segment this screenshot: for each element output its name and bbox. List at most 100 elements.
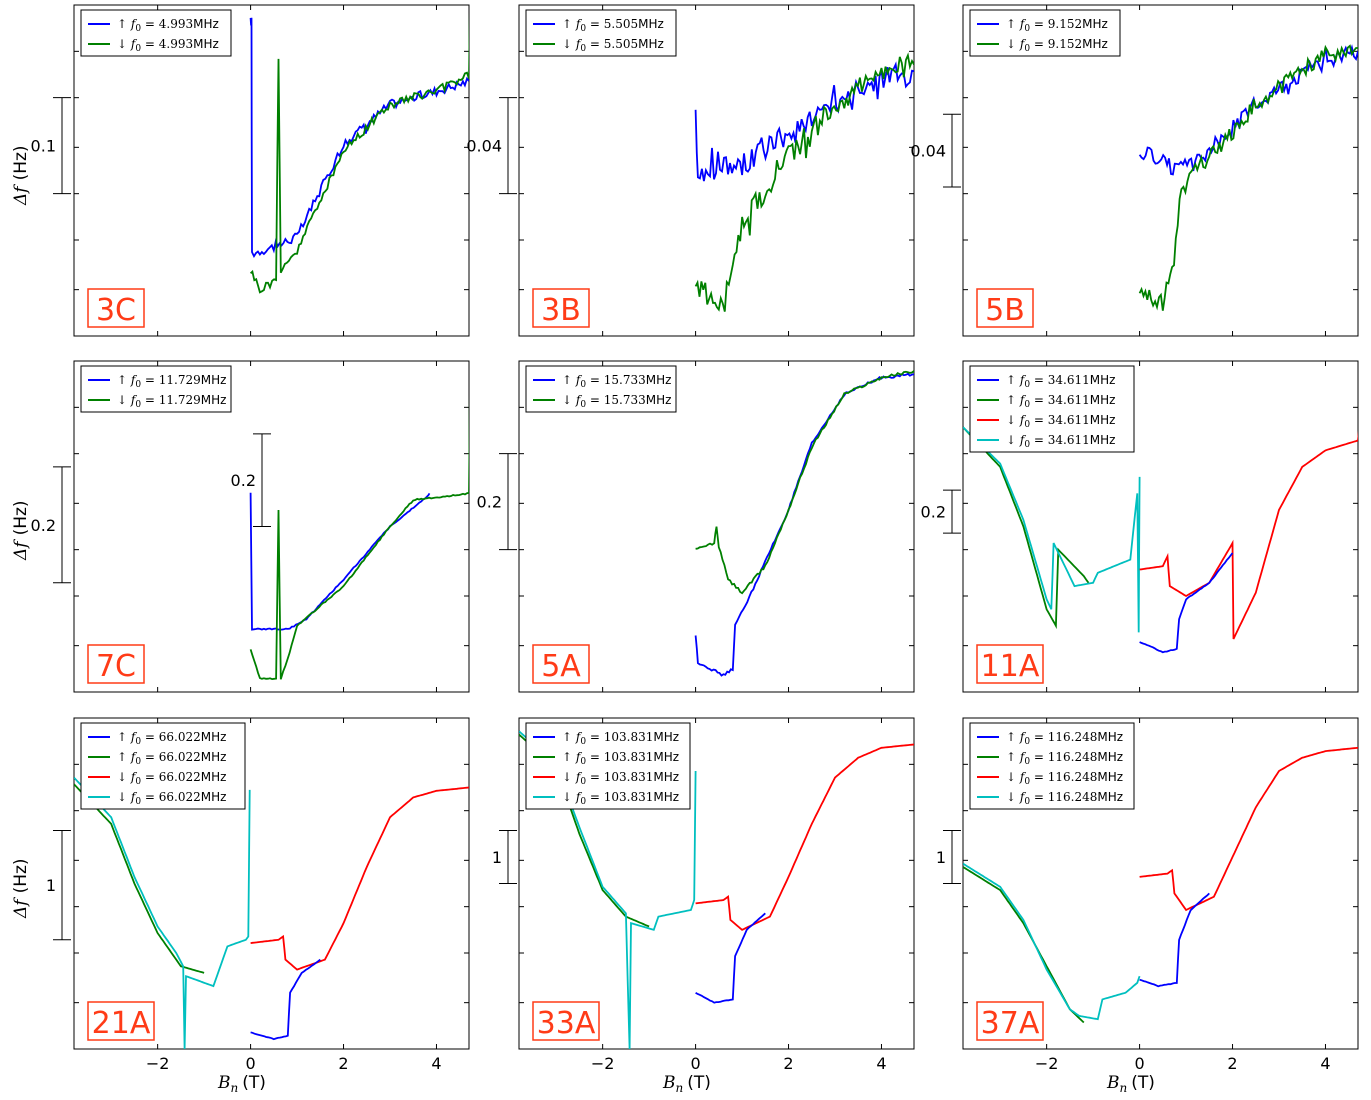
series-group: [1138, 44, 1358, 311]
legend: ↑ f0 = 15.733MHz ↓ f0 = 15.733MHz: [525, 365, 677, 413]
panel-tag-11A: 11A: [976, 644, 1044, 684]
series-line: [963, 426, 1141, 633]
legend-entry: ↓ f0 = 9.152MHz: [1006, 37, 1108, 54]
series-line: [249, 492, 431, 631]
series-line: [694, 61, 914, 182]
legend-entry: ↑ f0 = 116.248MHz: [1006, 730, 1123, 747]
x-tick-label: −2: [591, 1054, 615, 1073]
panel-frame: [518, 717, 915, 1050]
tag-box: [976, 288, 1034, 328]
x-tick-label: −2: [146, 1054, 170, 1073]
series-line: [1139, 552, 1234, 654]
x-axis-label-2: Bn (T): [662, 1073, 711, 1095]
legend-entry: ↓ f0 = 34.611MHz: [1006, 433, 1115, 450]
panel-11A: 0.2 ↑ f0 = 34.611MHz ↑ f0 = 34.611MHz ↓ f0 …: [921, 360, 1359, 693]
series-line: [250, 786, 469, 971]
series-line: [74, 776, 251, 1049]
legend-box: [969, 9, 1121, 57]
legend-entry: ↓ f0 = 15.733MHz: [562, 393, 671, 410]
scale-bar-label: 0.2: [921, 503, 946, 522]
panel-frame: [73, 360, 470, 693]
legend-entry: ↑ f0 = 4.993MHz: [117, 17, 219, 34]
panel-3B: 0.04 ↑ f0 = 5.505MHz ↓ f0 = 5.505MHz 3B: [466, 4, 915, 337]
panel-frame: [962, 4, 1359, 337]
legend-entry: ↓ f0 = 4.993MHz: [117, 37, 219, 54]
legend-box: [525, 9, 677, 57]
legend-entry: ↓ f0 = 116.248MHz: [1006, 770, 1123, 787]
legend-entry: ↓ f0 = 34.611MHz: [1006, 413, 1115, 430]
legend-entry: ↑ f0 = 66.022MHz: [117, 750, 226, 767]
series-line: [695, 370, 914, 595]
legend: ↑ f0 = 66.022MHz ↑ f0 = 66.022MHz ↓ f0 = 6…: [80, 722, 246, 810]
panel-37A: −2 0 2 41↑ f0 = 116.248MHz↑ f0 = 116.248MHz…: [936, 717, 1359, 1073]
legend: ↑ f0 = 4.993MHz ↓ f0 = 4.993MHz: [80, 9, 232, 57]
legend-entry: ↑ f0 = 9.152MHz: [1006, 17, 1108, 34]
series-line: [1139, 892, 1210, 988]
series-line: [963, 866, 1085, 1024]
tag-box: [532, 288, 590, 328]
tag-label: 7C: [96, 649, 136, 684]
x-tick-label: 4: [1320, 1054, 1330, 1073]
series-line: [963, 862, 1141, 1021]
series-group: [249, 394, 469, 681]
scale-bar-label: 0.04: [466, 137, 502, 156]
legend-box: [80, 9, 232, 57]
panel-tag-21A: 21A: [87, 1001, 155, 1041]
series-group: [963, 426, 1358, 654]
x-tick-label: 2: [1227, 1054, 1237, 1073]
series-group: [694, 370, 914, 677]
series-line: [1138, 44, 1358, 311]
scale-bar-label: 1: [492, 848, 502, 867]
tag-box: [532, 1001, 600, 1041]
tag-box: [87, 288, 145, 328]
series-line: [694, 52, 914, 312]
panel-7C: 0.2 0.2 ↑ f0 = 11.729MHz ↓ f0 = 11.729MHz 7C: [31, 360, 470, 693]
legend: ↑ f0 = 11.729MHz ↓ f0 = 11.729MHz: [80, 365, 232, 413]
panel-33A: −2 0 2 41↑ f0 = 103.831MHz↑ f0 = 103.831MHz…: [492, 717, 915, 1073]
panel-tag-33A: 33A: [532, 1001, 600, 1041]
legend-box: [80, 365, 232, 413]
series-line: [695, 912, 766, 1004]
panel-frame: [73, 4, 470, 337]
x-tick-label: −2: [1035, 1054, 1059, 1073]
panel-tag-3B: 3B: [532, 288, 590, 328]
series-line: [695, 743, 914, 931]
y-axis-label-2: Δf(Hz): [11, 500, 31, 561]
panel-3C: 0.1 ↑ f0 = 4.993MHz ↓ f0 = 4.993MHz 3C: [31, 4, 470, 337]
legend-entry: ↑ f0 = 103.831MHz: [562, 750, 679, 767]
legend-entry: ↓ f0 = 103.831MHz: [562, 770, 679, 787]
legend-entry: ↓ f0 = 103.831MHz: [562, 790, 679, 807]
tag-box: [87, 644, 145, 684]
series-group: [963, 746, 1358, 1024]
legend-entry: ↑ f0 = 116.248MHz: [1006, 750, 1123, 767]
x-tick-label: 2: [338, 1054, 348, 1073]
series-line: [1139, 746, 1358, 912]
panel-tag-7C: 7C: [87, 644, 145, 684]
series-group: [249, 11, 469, 294]
legend-entry: ↓ f0 = 66.022MHz: [117, 790, 226, 807]
legend: ↑ f0 = 103.831MHz ↑ f0 = 103.831MHz ↓ f0 =…: [525, 722, 691, 810]
series-line: [74, 783, 205, 974]
tag-label: 37A: [981, 1006, 1040, 1041]
scale-bar-label: 0.04: [910, 142, 946, 161]
tag-label: 33A: [537, 1006, 596, 1041]
x-tick-label: 4: [431, 1054, 441, 1073]
tag-label: 11A: [981, 649, 1040, 684]
tag-label: 21A: [92, 1006, 151, 1041]
panel-tag-37A: 37A: [976, 1001, 1044, 1041]
scale-bar-label: 0.2: [31, 516, 56, 535]
legend-entry: ↓ f0 = 116.248MHz: [1006, 790, 1123, 807]
legend-entry: ↓ f0 = 11.729MHz: [117, 393, 226, 410]
panels-group: 0.1 ↑ f0 = 4.993MHz ↓ f0 = 4.993MHz 3C 0.04 ↑…: [31, 4, 1359, 1073]
series-line: [249, 394, 469, 681]
x-axis-label-3: Bn (T): [1106, 1073, 1155, 1095]
legend-entry: ↑ f0 = 34.611MHz: [1006, 393, 1115, 410]
panel-frame: [73, 717, 470, 1050]
legend: ↑ f0 = 34.611MHz ↑ f0 = 34.611MHz ↓ f0 = 3…: [969, 365, 1135, 453]
scale-bar-label: 0.2: [477, 493, 502, 512]
legend-entry: ↑ f0 = 5.505MHz: [562, 17, 664, 34]
x-tick-label: 0: [245, 1054, 255, 1073]
panel-tag-3C: 3C: [87, 288, 145, 328]
legend-entry: ↑ f0 = 66.022MHz: [117, 730, 226, 747]
